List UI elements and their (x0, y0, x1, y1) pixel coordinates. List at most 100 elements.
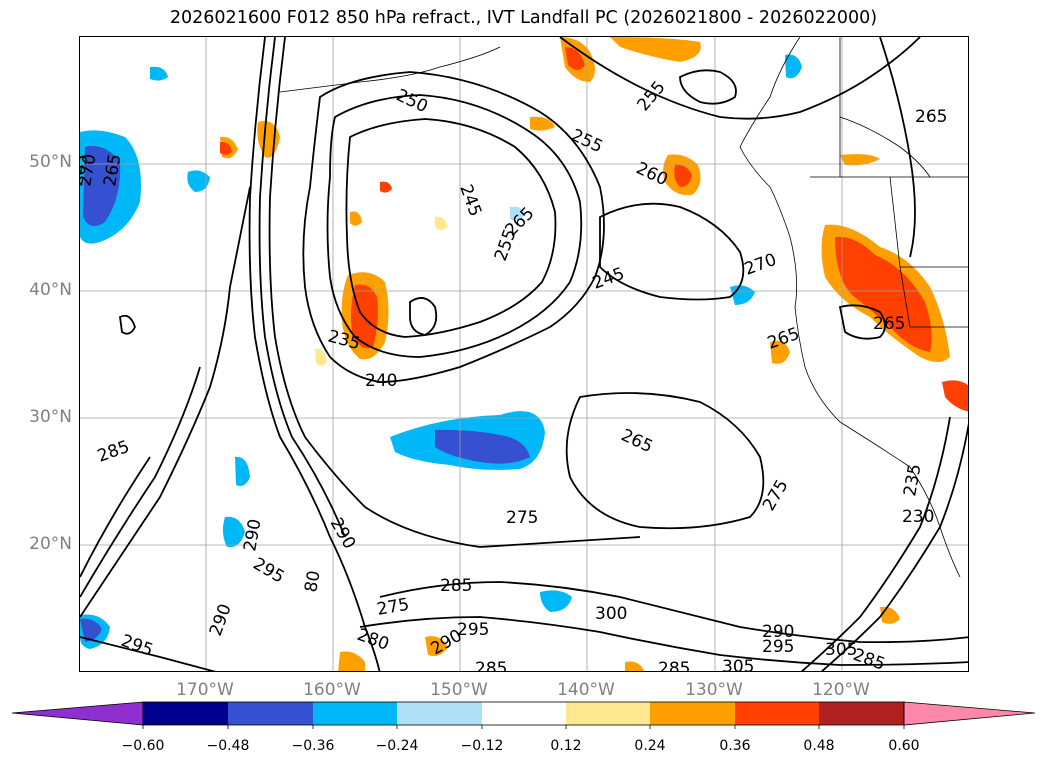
lon-label-140w: 140°W (557, 680, 615, 700)
colorbar-segment (735, 702, 819, 725)
contour-line (119, 314, 136, 335)
coastlines (279, 37, 968, 578)
contour-label: 80 (301, 569, 324, 594)
contour-label: 305 (722, 657, 754, 672)
lon-label-170w: 170°W (176, 680, 234, 700)
colorbar-tick-label: 0.36 (719, 738, 751, 754)
state-borders (810, 176, 968, 328)
contour-label: 300 (595, 604, 627, 624)
contour-label: 290 (762, 622, 794, 642)
fill-patch (187, 170, 210, 192)
contour-label: 285 (440, 576, 472, 596)
colorbar-segment (397, 702, 482, 725)
contour-label: 235 (900, 462, 925, 497)
fill-patch (380, 181, 392, 193)
fill-patch (222, 516, 245, 548)
fill-patch (730, 285, 755, 305)
colorbar-tick-label: −0.36 (291, 738, 335, 754)
colorbar-segment (228, 702, 313, 725)
contour-line (80, 456, 151, 578)
contour-label: 270 (742, 250, 779, 280)
contour-label: 295 (118, 631, 155, 661)
lat-label-30n: 30°N (29, 407, 72, 427)
contour-line (80, 186, 251, 618)
colorbar-tick-marks (142, 725, 905, 729)
colorbar-segment (313, 702, 397, 725)
fill-patch (674, 164, 692, 187)
fill-patch (425, 636, 448, 656)
contour-line (800, 416, 951, 671)
fill-patch (435, 216, 448, 230)
contour-label: 290 (240, 517, 265, 552)
map-panel[interactable]: 265 265 270 250 255 255 260 265 245 255 … (79, 36, 969, 672)
lat-label-40n: 40°N (29, 280, 72, 300)
contour-line (409, 297, 438, 336)
fill-patch (840, 154, 880, 166)
colorbar-tick-label: −0.24 (375, 738, 419, 754)
fill-patch (235, 456, 250, 486)
fill-patch (510, 206, 525, 221)
colorbar-under-extend (11, 701, 144, 726)
contour-label: 255 (634, 77, 670, 115)
colorbar-tick-label: −0.48 (206, 738, 250, 754)
fill-patch (835, 236, 932, 352)
colorbar-tick-label: 0.24 (634, 738, 666, 754)
fill-patch (83, 146, 121, 226)
graticule (80, 37, 968, 671)
contour-line (80, 636, 216, 671)
fill-patch (338, 651, 365, 671)
fill-patch (625, 661, 645, 671)
contour-label: 290 (206, 601, 236, 638)
contour-line (359, 616, 968, 666)
contour-label: 280 (354, 625, 391, 655)
colorbar-tick-label: −0.60 (121, 738, 165, 754)
fill-patch (315, 348, 327, 366)
contour-labels: 265 265 270 250 255 255 260 265 245 255 … (80, 77, 947, 672)
fill-patch (435, 429, 530, 464)
contour-line (345, 118, 557, 338)
contour-line (379, 581, 968, 644)
fill-patch (540, 590, 572, 612)
fill-patch (80, 618, 102, 642)
lon-label-150w: 150°W (430, 680, 488, 700)
lat-label-50n: 50°N (29, 152, 72, 172)
map-canvas: 265 265 270 250 255 255 260 265 245 255 … (80, 37, 968, 672)
colorbar-segment (650, 702, 735, 725)
negative-anomaly-fills (80, 54, 802, 649)
fill-patch (942, 380, 968, 412)
contour-label: 230 (902, 507, 934, 527)
contour-label: 305 (825, 640, 857, 660)
fill-patch (785, 54, 802, 79)
fill-patch (257, 121, 280, 158)
contour-label: 285 (658, 659, 690, 672)
colorbar-segment (819, 702, 904, 725)
contour-line (268, 37, 641, 548)
colorbar-segment (566, 702, 650, 725)
contour-label: 270 (80, 152, 101, 187)
colorbar-tick-label: 0.12 (550, 738, 582, 754)
contour-label: 295 (250, 554, 288, 588)
contours (80, 37, 968, 671)
lat-label-20n: 20°N (29, 534, 72, 554)
canada-border (839, 116, 931, 178)
contour-line (838, 304, 886, 340)
colorbar-tick-label: 0.48 (803, 738, 835, 754)
contour-label: 240 (365, 371, 397, 391)
colorbar-over-extend (903, 701, 1036, 726)
colorbar (11, 701, 1036, 729)
lon-label-130w: 130°W (685, 680, 743, 700)
contour-label: 275 (375, 595, 410, 620)
colorbar-tick-label: 0.60 (888, 738, 920, 754)
fill-patch (220, 141, 232, 155)
lon-label-120w: 120°W (812, 680, 870, 700)
coastline-na (739, 37, 961, 578)
contour-line (248, 37, 381, 671)
fill-patch (610, 37, 701, 62)
contour-label: 265 (915, 107, 947, 127)
contour-line (326, 94, 583, 358)
fill-patch (770, 340, 790, 364)
map-title: 2026021600 F012 850 hPa refract., IVT La… (169, 8, 878, 28)
contour-line (820, 423, 968, 671)
fill-patch (530, 116, 555, 131)
contour-line (679, 69, 737, 105)
